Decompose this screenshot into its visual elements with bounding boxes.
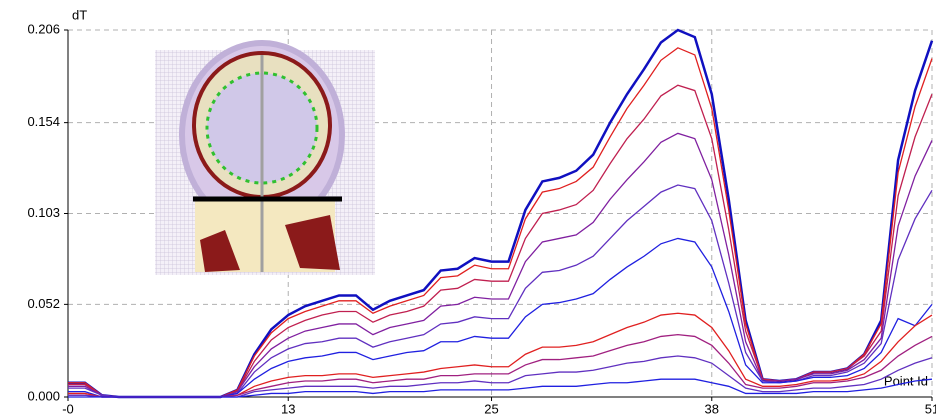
- y-tick-label: 0.206: [27, 21, 60, 36]
- x-tick-label: -0: [62, 401, 74, 416]
- y-tick-label: 0.103: [27, 205, 60, 220]
- inset-tissue: [200, 215, 340, 272]
- y-tick-label: 0.154: [27, 114, 60, 129]
- x-tick-label: 13: [281, 401, 295, 416]
- y-tick-label: 0.052: [27, 296, 60, 311]
- y-axis-label: dT: [72, 7, 87, 22]
- y-tick-label: 0.000: [27, 388, 60, 403]
- x-tick-label: 25: [484, 401, 498, 416]
- x-tick-label: 51: [925, 401, 936, 416]
- data-line: [68, 378, 933, 398]
- inset-image: [155, 40, 375, 275]
- data-line: [68, 333, 933, 398]
- x-tick-label: 38: [705, 401, 719, 416]
